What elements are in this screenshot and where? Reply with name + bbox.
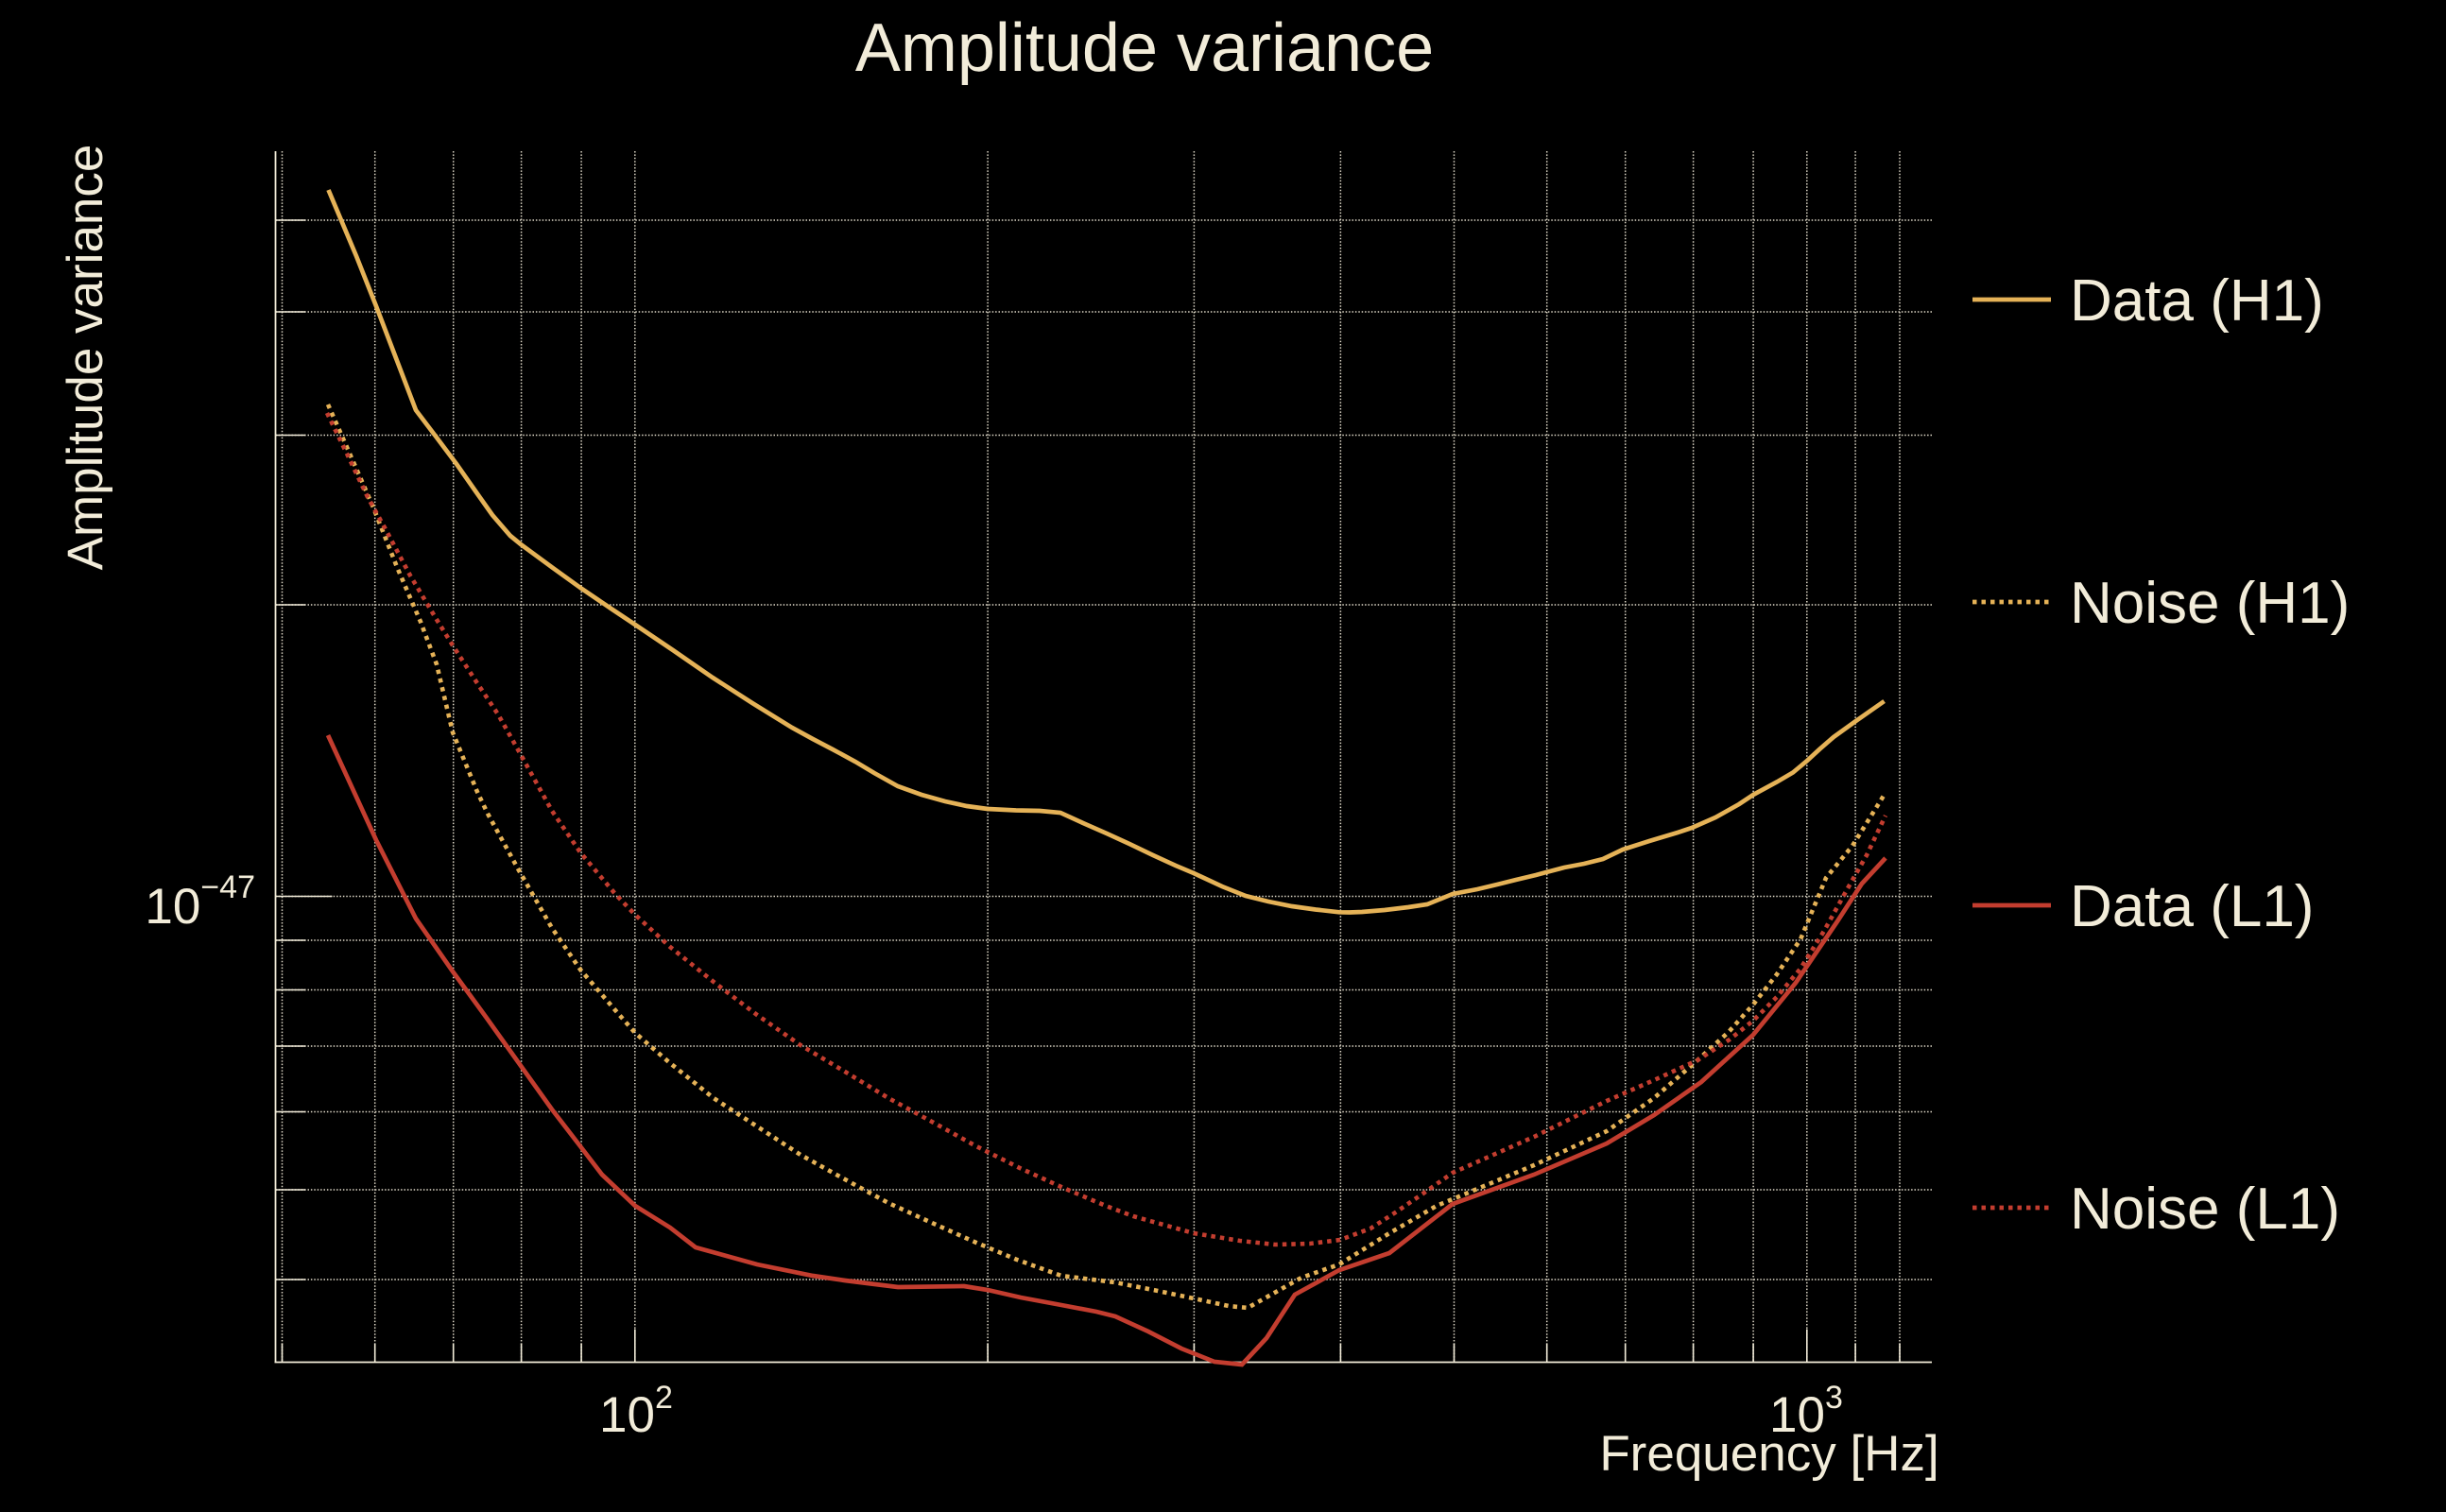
- svg-text:10−47: 10−47: [145, 869, 255, 935]
- svg-text:Data (L1): Data (L1): [2070, 874, 2314, 939]
- svg-text:Amplitude variance: Amplitude variance: [58, 145, 113, 571]
- svg-text:Data (H1): Data (H1): [2070, 268, 2324, 334]
- svg-text:Noise (L1): Noise (L1): [2070, 1177, 2340, 1242]
- svg-text:Frequency [Hz]: Frequency [Hz]: [1599, 1426, 1938, 1482]
- svg-text:Amplitude variance: Amplitude variance: [855, 10, 1434, 86]
- svg-text:Noise (H1): Noise (H1): [2070, 571, 2350, 636]
